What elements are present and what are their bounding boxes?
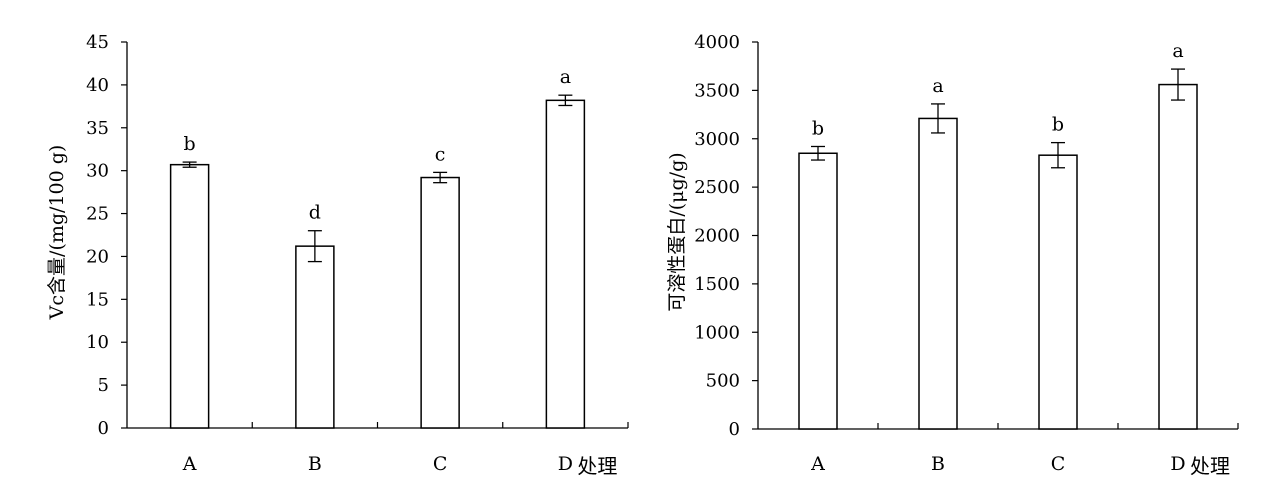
y-tick-label: 2500 <box>694 177 740 198</box>
y-tick-label: 30 <box>86 161 109 182</box>
y-tick-label: 5 <box>98 375 109 396</box>
chart-vc-content: 0 5 10 15 20 25 30 35 40 45 b Ad Bc Ca D 处理 Vc含量/(mg/100… <box>46 32 629 478</box>
significance-label: a <box>1172 40 1183 62</box>
x-tick-label: D <box>1170 453 1185 475</box>
x-tick-label: C <box>1051 453 1066 475</box>
y-axis-title: Vc含量/(mg/100 g) <box>46 145 68 321</box>
x-tick-label: A <box>182 453 197 475</box>
y-tick-label: 3000 <box>694 129 740 150</box>
x-tick-label: B <box>308 453 322 475</box>
bar <box>918 117 958 430</box>
chart-soluble-protein: 0 500 1000 1500 2000 2500 3000 3500 4000 b Aa Bb Ca D… <box>666 32 1239 478</box>
y-tick-label: 45 <box>86 32 109 53</box>
y-tick-label: 20 <box>86 246 109 267</box>
y-tick-label: 25 <box>86 204 109 225</box>
significance-label: b <box>1052 114 1064 136</box>
x-tick-label: D <box>558 453 573 475</box>
significance-label: b <box>812 117 824 139</box>
bar <box>1038 154 1078 430</box>
bar <box>295 245 335 429</box>
y-tick-label: 35 <box>86 118 109 139</box>
y-tick-label: 0 <box>729 419 740 440</box>
significance-label: a <box>932 75 943 97</box>
y-tick-label: 10 <box>86 332 109 353</box>
bar <box>169 163 210 429</box>
x-axis-unit-label: 处理 <box>1190 454 1230 478</box>
y-tick-label: 1000 <box>694 322 740 343</box>
x-tick-label: A <box>810 453 825 475</box>
bar <box>545 99 586 429</box>
y-tick-label: 1500 <box>694 274 740 295</box>
bar <box>798 152 838 430</box>
y-tick-label: 4000 <box>694 32 740 53</box>
y-tick-label: 3500 <box>694 80 740 101</box>
significance-label: d <box>309 202 321 224</box>
y-tick-label: 500 <box>706 371 740 392</box>
y-tick-label: 2000 <box>694 226 740 247</box>
x-tick-label: C <box>433 453 448 475</box>
y-axis-title: 可溶性蛋白/(μg/g) <box>666 152 688 311</box>
y-tick-label: 0 <box>98 418 109 439</box>
significance-label: b <box>184 133 196 155</box>
significance-label: a <box>560 66 571 88</box>
y-tick-label: 15 <box>86 289 109 310</box>
bar <box>1158 83 1198 430</box>
x-tick-label: B <box>931 453 945 475</box>
x-axis-unit-label: 处理 <box>577 454 617 478</box>
y-tick-label: 40 <box>86 75 109 96</box>
significance-label: c <box>435 143 446 165</box>
bar <box>420 176 460 429</box>
